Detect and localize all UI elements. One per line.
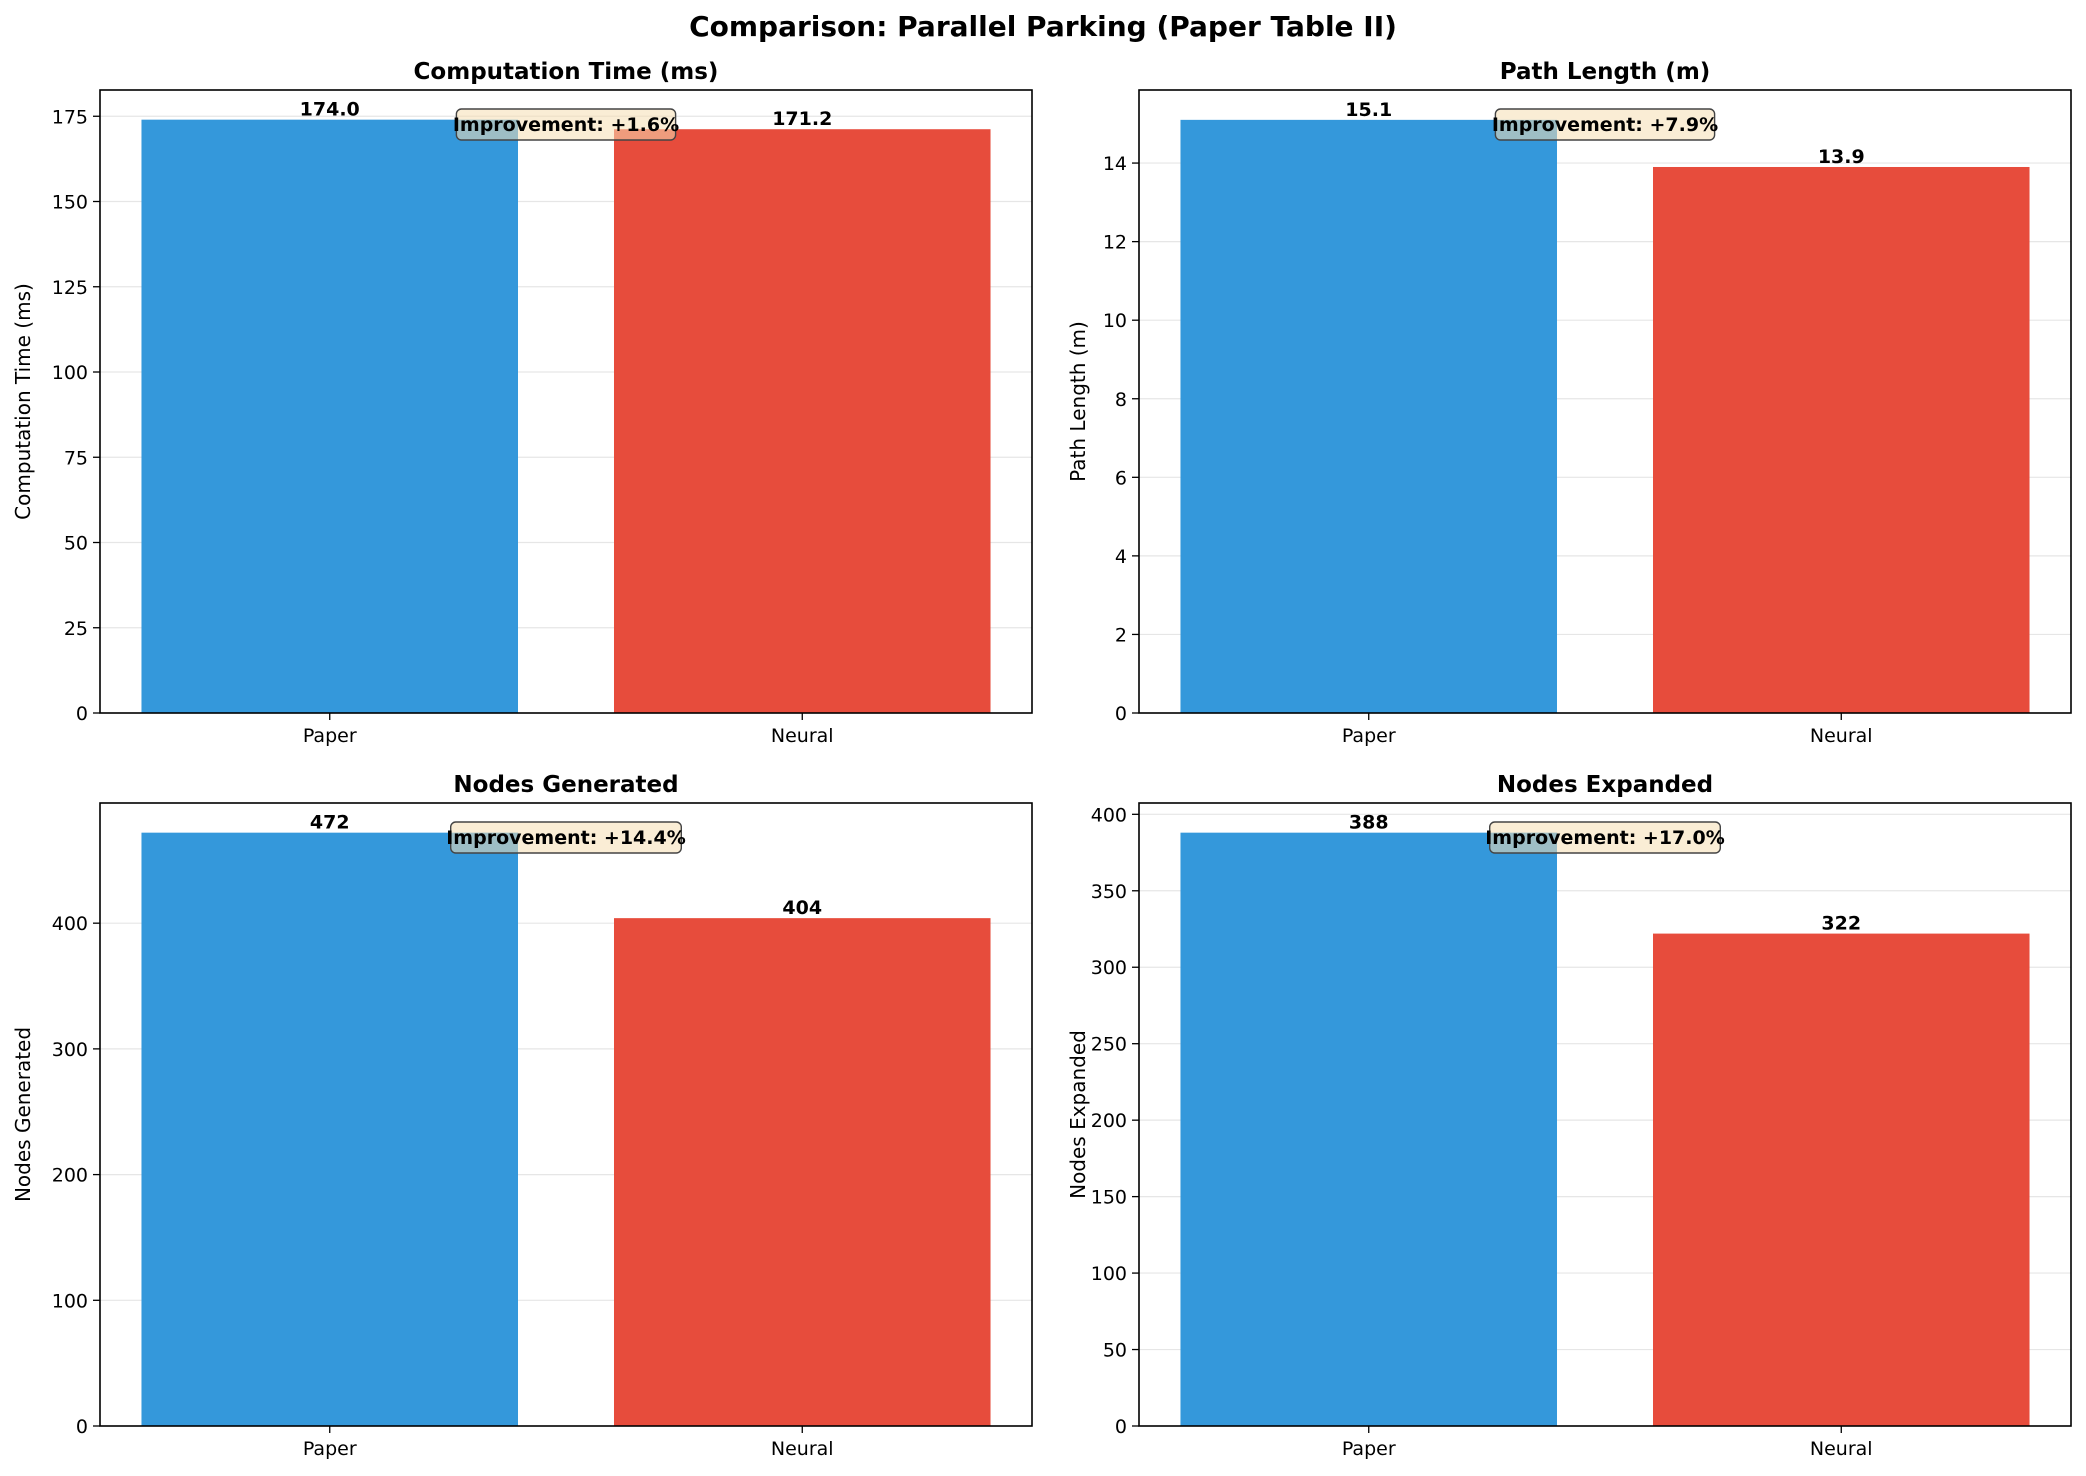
subplot-1: 0 25 50 75 100 125 150 175 174.0 Paper 171.2 Neural… — [11, 59, 1033, 747]
x-tick-label: Paper — [1342, 725, 1396, 747]
y-tick-label: 175 — [52, 106, 88, 128]
y-axis-label: Nodes Expanded — [1066, 1030, 1090, 1199]
y-tick-label: 0 — [76, 1416, 88, 1438]
y-tick-label: 100 — [52, 1290, 88, 1312]
y-tick-label: 100 — [1091, 1263, 1127, 1285]
bar-value-label: 174.0 — [300, 99, 360, 121]
y-tick-label: 150 — [52, 192, 88, 214]
bar-value-label: 13.9 — [1818, 146, 1865, 168]
y-tick-label: 350 — [1091, 881, 1127, 903]
subplot-4: 0 50 100 150 200 250 300 350 400 388 Paper 322 Neura… — [1066, 772, 2072, 1460]
y-tick-label: 14 — [1103, 153, 1127, 175]
y-tick-label: 100 — [52, 362, 88, 384]
subplot-3: 0 100 200 300 400 472 Paper 404 Neural Nodes Gene… — [11, 772, 1033, 1460]
improvement-annotation-text: Improvement: +14.4% — [446, 827, 686, 849]
bar-neural — [1652, 166, 2030, 714]
axes-frame — [99, 802, 1033, 1427]
y-tick-label: 0 — [1115, 1416, 1127, 1438]
y-tick-label: 200 — [52, 1165, 88, 1187]
bar-value-label: 322 — [1821, 913, 1861, 935]
bar-neural — [613, 918, 991, 1426]
bar-value-label: 388 — [1349, 812, 1389, 834]
y-tick-label: 400 — [1091, 804, 1127, 826]
bar-value-label: 472 — [310, 812, 350, 834]
bar-value-label: 171.2 — [772, 108, 832, 130]
improvement-annotation-box — [450, 821, 683, 854]
y-tick-label: 25 — [64, 618, 88, 640]
improvement-annotation-box — [1488, 821, 1721, 854]
y-tick-label: 0 — [1115, 703, 1127, 725]
x-tick-label: Paper — [303, 1438, 357, 1460]
y-tick-label: 2 — [1115, 624, 1127, 646]
x-tick-label: Neural — [1810, 725, 1873, 747]
y-tick-label: 75 — [64, 447, 88, 469]
axes-frame — [1138, 802, 2072, 1427]
bar-paper — [141, 119, 519, 713]
y-tick-label: 125 — [52, 277, 88, 299]
y-tick-label: 6 — [1115, 467, 1127, 489]
y-tick-label: 150 — [1091, 1187, 1127, 1209]
bar-paper — [1180, 832, 1558, 1426]
subplot-2: 0 2 4 6 8 10 12 14 15.1 Paper 13.9 Neural Path Lengt… — [1066, 59, 2072, 747]
x-tick-label: Neural — [1810, 1438, 1873, 1460]
y-tick-label: 4 — [1115, 546, 1127, 568]
bar-paper — [1180, 119, 1558, 714]
x-tick-label: Paper — [303, 725, 357, 747]
y-tick-label: 250 — [1091, 1034, 1127, 1056]
y-tick-label: 200 — [1091, 1110, 1127, 1132]
improvement-annotation-text: Improvement: +1.6% — [453, 114, 679, 136]
subplot-title: Computation Time (ms) — [414, 59, 719, 85]
bar-value-label: 404 — [782, 897, 822, 919]
bar-neural — [1652, 933, 2030, 1426]
subplot-title: Nodes Expanded — [1497, 772, 1713, 798]
y-axis-label: Computation Time (ms) — [11, 283, 35, 520]
improvement-annotation-text: Improvement: +17.0% — [1485, 827, 1725, 849]
bar-paper — [141, 832, 519, 1426]
axes-frame — [1138, 89, 2072, 714]
x-tick-label: Neural — [771, 1438, 834, 1460]
y-axis-label: Path Length (m) — [1066, 321, 1090, 482]
improvement-annotation-box — [455, 108, 677, 141]
subplot-title: Nodes Generated — [453, 772, 678, 798]
x-tick-label: Paper — [1342, 1438, 1396, 1460]
subplot-title: Path Length (m) — [1500, 59, 1711, 85]
y-tick-label: 50 — [1103, 1340, 1127, 1362]
y-tick-label: 12 — [1103, 232, 1127, 254]
y-tick-label: 300 — [52, 1039, 88, 1061]
axes-frame — [99, 89, 1033, 714]
improvement-annotation-text: Improvement: +7.9% — [1492, 114, 1718, 136]
y-tick-label: 300 — [1091, 957, 1127, 979]
y-axis-label: Nodes Generated — [11, 1027, 35, 1202]
x-tick-label: Neural — [771, 725, 834, 747]
bar-value-label: 15.1 — [1345, 99, 1392, 121]
bar-neural — [613, 129, 991, 714]
y-tick-label: 0 — [76, 703, 88, 725]
y-tick-label: 10 — [1103, 310, 1127, 332]
y-tick-label: 8 — [1115, 389, 1127, 411]
figure-title: Comparison: Parallel Parking (Paper Tabl… — [689, 10, 1397, 43]
improvement-annotation-box — [1494, 108, 1716, 141]
y-tick-label: 50 — [64, 533, 88, 555]
y-tick-label: 400 — [52, 913, 88, 935]
